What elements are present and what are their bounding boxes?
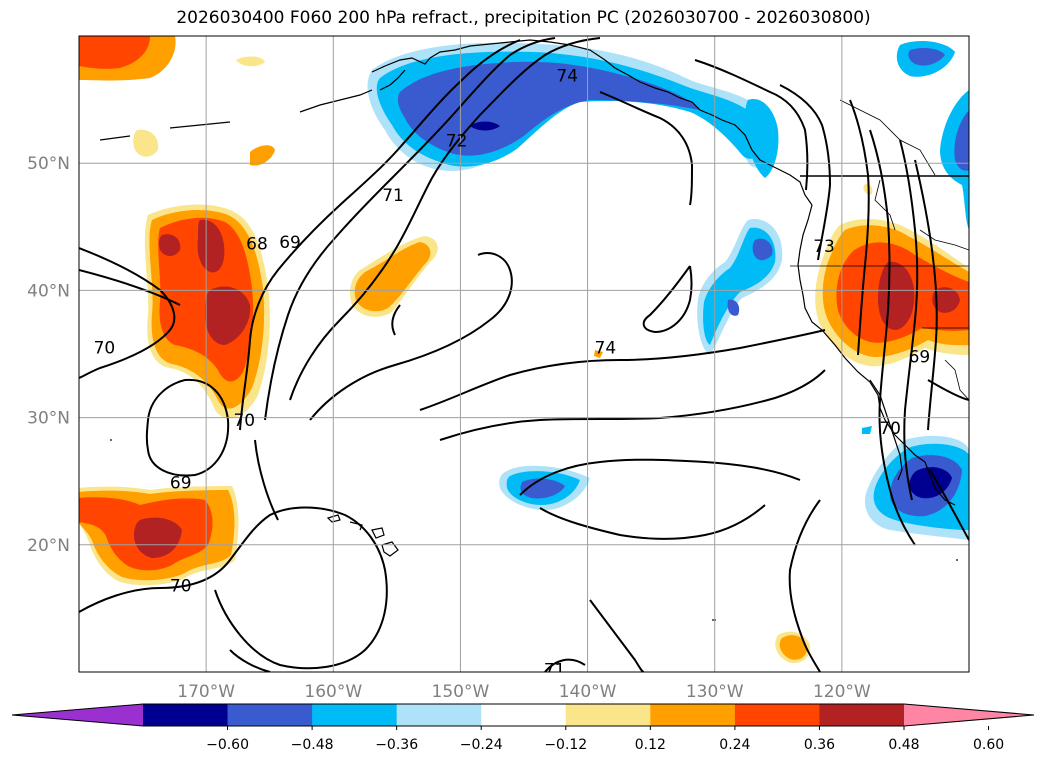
- colorbar: −0.60 −0.48 −0.36 −0.24 −0.12 0.12 0.24 0.36 0.4…: [11, 703, 1035, 753]
- colorbar-segment: [143, 704, 229, 726]
- colorbar-extend-low: [12, 704, 143, 726]
- precip-positive-dot-3: [133, 129, 159, 157]
- map-frame: [78, 35, 970, 673]
- lon-tick-label: 140°W: [559, 682, 617, 702]
- colorbar-tick-label: −0.12: [544, 737, 587, 753]
- precip-positive-south: [775, 631, 811, 664]
- precip-positive-north-pacific: [350, 236, 438, 317]
- colorbar-extend-high: [904, 704, 1034, 726]
- colorbar-segment: [312, 704, 398, 726]
- lon-tick-label: 170°W: [177, 682, 235, 702]
- contour-label: 69: [279, 233, 301, 253]
- precip-negative-north-corner: [896, 40, 955, 77]
- contour-labels: 74 72 71 68 69 70 70 69 70 73 74 69 70 71: [94, 66, 931, 680]
- colorbar-tick-label: 0.36: [804, 737, 835, 753]
- contour-label: 70: [879, 419, 901, 439]
- colorbar-tick-label: −0.36: [375, 737, 418, 753]
- precip-negative-gulf-of-alaska: [367, 42, 776, 171]
- latitude-ticks: 50°N 40°N 30°N 20°N: [27, 154, 70, 556]
- colorbar-tick-label: −0.60: [206, 737, 249, 753]
- colorbar-tick-label: 0.24: [719, 737, 750, 753]
- precip-positive-dot-1: [236, 56, 265, 67]
- contour-label: 72: [446, 131, 468, 151]
- contour-label: 71: [544, 660, 566, 680]
- precip-negative-small: [862, 426, 872, 434]
- lat-tick-label: 30°N: [27, 409, 70, 429]
- precip-fields: [79, 36, 969, 664]
- contour-label: 74: [556, 66, 578, 86]
- precip-positive-hawaii: [79, 486, 239, 586]
- colorbar-tick-label: 0.60: [973, 737, 1004, 753]
- colorbar-tick-label: 0.12: [635, 737, 666, 753]
- precip-positive-central-pacific: [144, 204, 270, 419]
- lat-tick-label: 40°N: [27, 281, 70, 301]
- lon-tick-label: 120°W: [813, 682, 871, 702]
- colorbar-tick-label: 0.48: [888, 737, 919, 753]
- precip-positive-dot-4: [594, 350, 603, 358]
- colorbar-segment: [565, 704, 651, 726]
- map-title: 2026030400 F060 200 hPa refract., precip…: [176, 8, 871, 28]
- contour-label: 71: [382, 186, 404, 206]
- precip-negative-baja: [864, 435, 969, 540]
- lon-tick-label: 130°W: [686, 682, 744, 702]
- colorbar-segment: [819, 704, 905, 726]
- precip-positive-corner: [79, 36, 176, 81]
- map-plot: 74 72 71 68 69 70 70 69 70 73 74 69 70 71: [78, 35, 970, 680]
- map-graticule: [79, 36, 969, 672]
- contour-label: 68: [246, 234, 268, 254]
- colorbar-tick-label: −0.48: [291, 737, 334, 753]
- longitude-ticks: 170°W 160°W 150°W 140°W 130°W 120°W: [177, 682, 871, 702]
- contour-label: 69: [170, 473, 192, 493]
- lat-tick-label: 20°N: [27, 536, 70, 556]
- colorbar-segment: [227, 704, 313, 726]
- precip-negative-subtropical: [499, 465, 590, 510]
- colorbar-segment: [650, 704, 736, 726]
- contour-label: 74: [595, 339, 617, 359]
- precip-negative-canada-edge: [940, 90, 969, 230]
- colorbar-tick-label: −0.24: [460, 737, 503, 753]
- colorbar-segment: [734, 704, 820, 726]
- lat-tick-label: 50°N: [27, 154, 70, 174]
- contour-label: 69: [909, 348, 931, 368]
- refractivity-contours: [79, 37, 969, 672]
- lon-tick-label: 150°W: [432, 682, 490, 702]
- precip-negative-mid-pacific: [697, 219, 783, 355]
- colorbar-segment: [396, 704, 482, 726]
- precip-negative-bc-coast: [745, 99, 779, 178]
- contour-label: 70: [94, 339, 116, 359]
- colorbar-outline: [11, 703, 1035, 727]
- colorbar-segment: [481, 704, 567, 726]
- contour-label: 70: [233, 411, 255, 431]
- contour-label: 73: [813, 237, 835, 257]
- contour-label: 70: [170, 577, 192, 597]
- precip-positive-dot-2: [250, 145, 275, 166]
- lon-tick-label: 160°W: [304, 682, 362, 702]
